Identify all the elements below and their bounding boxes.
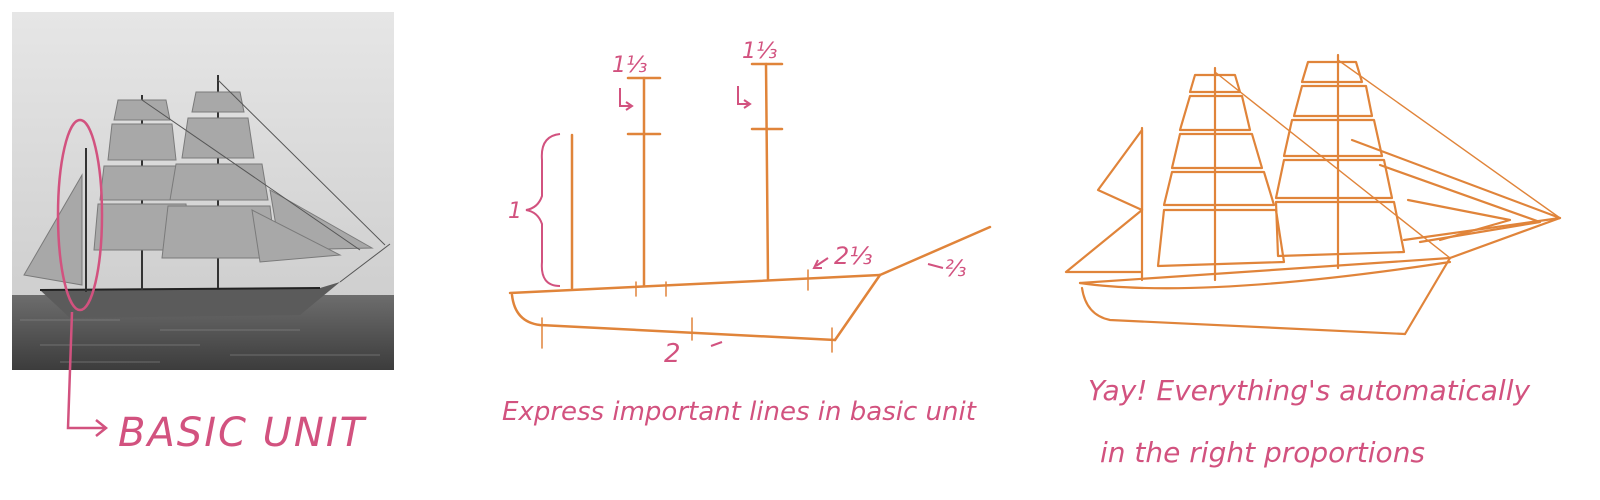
basic-unit-highlight: [56, 118, 104, 312]
reference-photo: [12, 12, 394, 370]
basic-unit-label: BASIC UNIT: [118, 410, 368, 456]
caption-panel3-line1: Yay! Everything's automatically: [1088, 374, 1530, 407]
caption-panel2: Express important lines in basic unit: [502, 397, 977, 427]
finished-ship-sketch: [1064, 53, 1562, 336]
mark-deck-right: 2⅓: [834, 242, 873, 270]
mark-mast2-extra: 1⅓: [742, 39, 777, 64]
basic-unit-arrow-icon: [66, 311, 109, 437]
mark-hull-length: 2: [664, 339, 681, 369]
proportion-annotations: [525, 86, 944, 347]
mark-mast1-extra: 1⅓: [612, 53, 647, 78]
mark-basic-unit: 1: [508, 199, 522, 224]
proportion-sketch: [508, 62, 992, 353]
mark-bowsprit: ⅔: [945, 257, 966, 282]
caption-panel3-line2: in the right proportions: [1100, 436, 1425, 469]
